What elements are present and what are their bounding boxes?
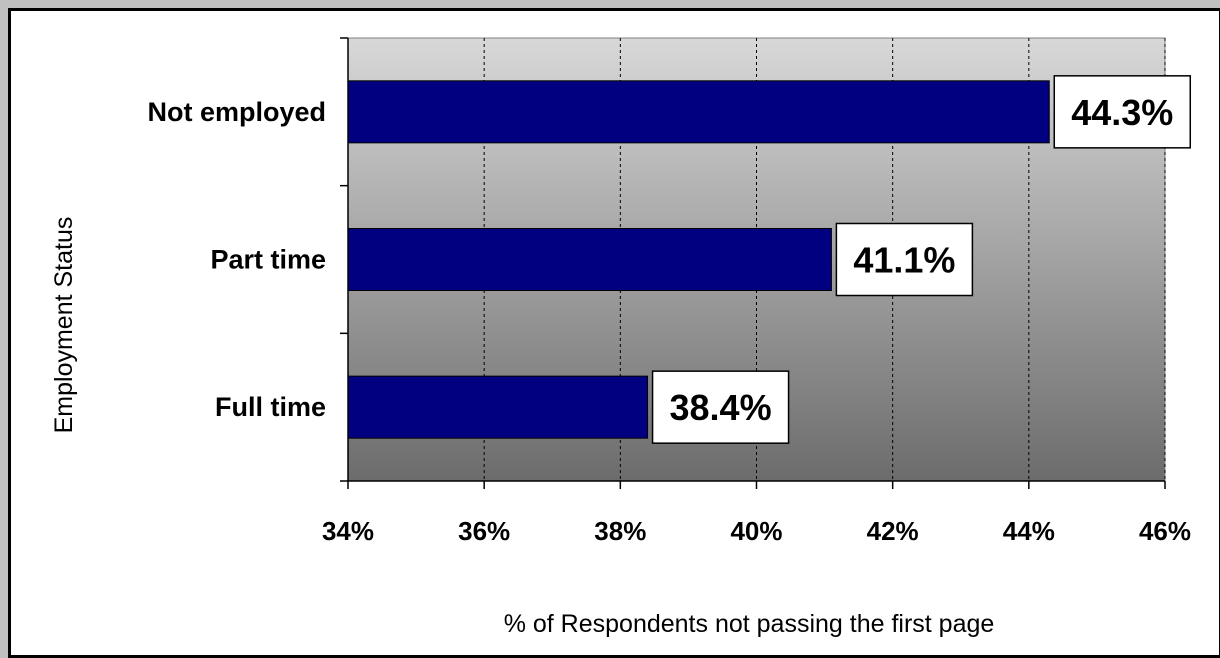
x-tick-label: 36% (458, 516, 510, 546)
bars (347, 80, 1050, 439)
category-label: Full time (215, 392, 326, 422)
data-labels: 38.4% 41.1% 44.3% (651, 75, 1192, 444)
y-axis-title: Employment Status (50, 217, 78, 434)
x-axis-ticks: 34% 36% 38% 40% 42% 44% 46% (322, 481, 1191, 546)
x-tick-label: 40% (730, 516, 782, 546)
bar (347, 375, 649, 439)
data-label: 44.3% (1071, 92, 1173, 133)
data-label-box (835, 222, 974, 297)
bar (347, 227, 832, 292)
data-label: 41.1% (853, 240, 955, 281)
x-tick-label: 34% (322, 516, 374, 546)
x-tick-label: 46% (1139, 516, 1191, 546)
data-label-box (651, 370, 790, 444)
category-labels: Full time Part time Not employed (147, 97, 326, 422)
x-axis-title: % of Respondents not passing the first p… (504, 610, 995, 638)
x-tick-label: 44% (1003, 516, 1055, 546)
category-label: Not employed (147, 97, 326, 127)
x-tick-label: 38% (594, 516, 646, 546)
x-tick-label: 42% (867, 516, 919, 546)
data-label: 38.4% (670, 387, 772, 428)
category-label: Part time (210, 245, 326, 275)
data-label-box (1053, 75, 1192, 149)
y-axis-ticks (340, 37, 348, 482)
bar (347, 80, 1050, 144)
